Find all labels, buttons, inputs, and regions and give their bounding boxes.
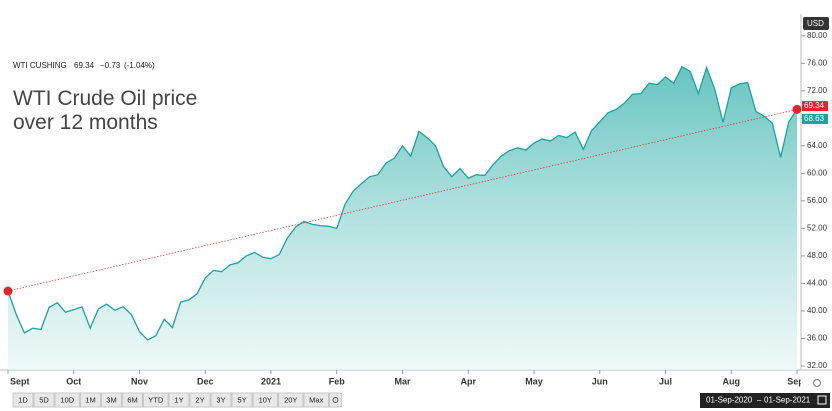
range-button-label[interactable]: 20Y bbox=[284, 395, 297, 404]
y-tick-label: 44.00 bbox=[807, 279, 828, 288]
y-tick-label: 52.00 bbox=[807, 224, 828, 233]
x-tick-label: Mar bbox=[394, 376, 411, 386]
y-tick-label: 56.00 bbox=[807, 196, 828, 205]
start-point bbox=[3, 286, 13, 296]
range-button-label[interactable]: 10Y bbox=[259, 395, 272, 404]
x-tick-label: Sept bbox=[787, 376, 807, 386]
range-button-label[interactable]: 1Y bbox=[174, 395, 183, 404]
price-tag bbox=[802, 113, 828, 124]
range-button[interactable] bbox=[80, 392, 101, 408]
y-tick-label: 64.00 bbox=[807, 141, 828, 150]
range-button[interactable] bbox=[252, 392, 278, 408]
y-tick-label: 60.00 bbox=[807, 168, 828, 177]
range-button-label[interactable]: 1D bbox=[18, 395, 28, 404]
x-tick-label: Sept bbox=[10, 376, 30, 386]
range-button-label[interactable]: Max bbox=[309, 395, 323, 404]
calendar-icon[interactable] bbox=[817, 395, 827, 405]
price-tag-label: 69.34 bbox=[804, 101, 825, 110]
end-point bbox=[792, 104, 802, 114]
x-tick-label: Apr bbox=[461, 376, 477, 386]
x-tick-label: May bbox=[525, 376, 543, 386]
range-button[interactable] bbox=[12, 392, 34, 408]
x-tick-label: Oct bbox=[66, 376, 81, 386]
x-tick-label: Jul bbox=[659, 376, 672, 386]
settings-button[interactable] bbox=[329, 392, 342, 408]
x-tick-label: Dec bbox=[197, 376, 214, 386]
range-button-label[interactable]: 6M bbox=[127, 395, 137, 404]
range-button-label[interactable]: 3M bbox=[106, 395, 116, 404]
y-tick-label: 76.00 bbox=[807, 58, 828, 67]
range-button[interactable] bbox=[231, 392, 253, 408]
x-tick-label: Nov bbox=[131, 376, 148, 386]
date-from[interactable]: 01-Sep-2020 bbox=[706, 396, 753, 405]
y-tick-label: 40.00 bbox=[807, 306, 828, 315]
range-button-label[interactable]: 1M bbox=[85, 395, 95, 404]
range-button[interactable] bbox=[54, 392, 80, 408]
settings-glyph bbox=[332, 397, 339, 403]
settings-icon[interactable] bbox=[812, 378, 822, 388]
price-tag bbox=[802, 101, 828, 112]
chart-title: WTI Crude Oil price over 12 months bbox=[13, 87, 197, 134]
date-range-box[interactable] bbox=[700, 393, 830, 408]
y-tick-label: 48.00 bbox=[807, 251, 828, 260]
change: −0.73 bbox=[100, 61, 121, 70]
change-pct: (-1.04%) bbox=[124, 61, 155, 70]
price-tag-label: 68.63 bbox=[804, 114, 825, 123]
range-button-label[interactable]: 3Y bbox=[216, 395, 225, 404]
range-button[interactable] bbox=[168, 392, 190, 408]
range-button[interactable] bbox=[210, 392, 232, 408]
y-tick-label: 72.00 bbox=[807, 86, 828, 95]
x-tick-label: Jun bbox=[592, 376, 608, 386]
range-button[interactable] bbox=[122, 392, 143, 408]
price-line bbox=[7, 65, 798, 341]
x-tick-label: Aug bbox=[723, 376, 741, 386]
date-to[interactable]: 01-Sep-2021 bbox=[764, 396, 811, 405]
range-button-label[interactable]: 2Y bbox=[195, 395, 204, 404]
range-button[interactable] bbox=[278, 392, 304, 408]
range-button[interactable] bbox=[143, 392, 169, 408]
range-button-label[interactable]: YTD bbox=[148, 395, 164, 404]
currency-box[interactable] bbox=[803, 17, 829, 30]
range-button-label[interactable]: 10D bbox=[60, 395, 74, 404]
plot: Sept Oct Nov Dec 2021 Feb Mar Apr May Jun Jul Aug Se… bbox=[7, 65, 807, 386]
y-tick-label: 36.00 bbox=[807, 334, 828, 343]
y-tick-label: 80.00 bbox=[807, 31, 828, 40]
last-price: 69.34 bbox=[74, 61, 95, 70]
instrument: WTI CUSHING bbox=[13, 61, 67, 70]
range-button-label[interactable]: 5Y bbox=[237, 395, 246, 404]
x-tick-label: Feb bbox=[329, 376, 346, 386]
date-sep: – bbox=[757, 396, 762, 405]
area-fill bbox=[8, 66, 797, 370]
range-button[interactable] bbox=[189, 392, 211, 408]
range-button[interactable] bbox=[33, 392, 55, 408]
y-tick-label: 32.00 bbox=[807, 361, 828, 370]
range-button[interactable] bbox=[101, 392, 122, 408]
range-button-label[interactable]: 5D bbox=[39, 395, 49, 404]
currency[interactable]: USD bbox=[807, 19, 824, 28]
range-button[interactable] bbox=[303, 392, 329, 408]
x-tick-label: 2021 bbox=[261, 376, 281, 386]
